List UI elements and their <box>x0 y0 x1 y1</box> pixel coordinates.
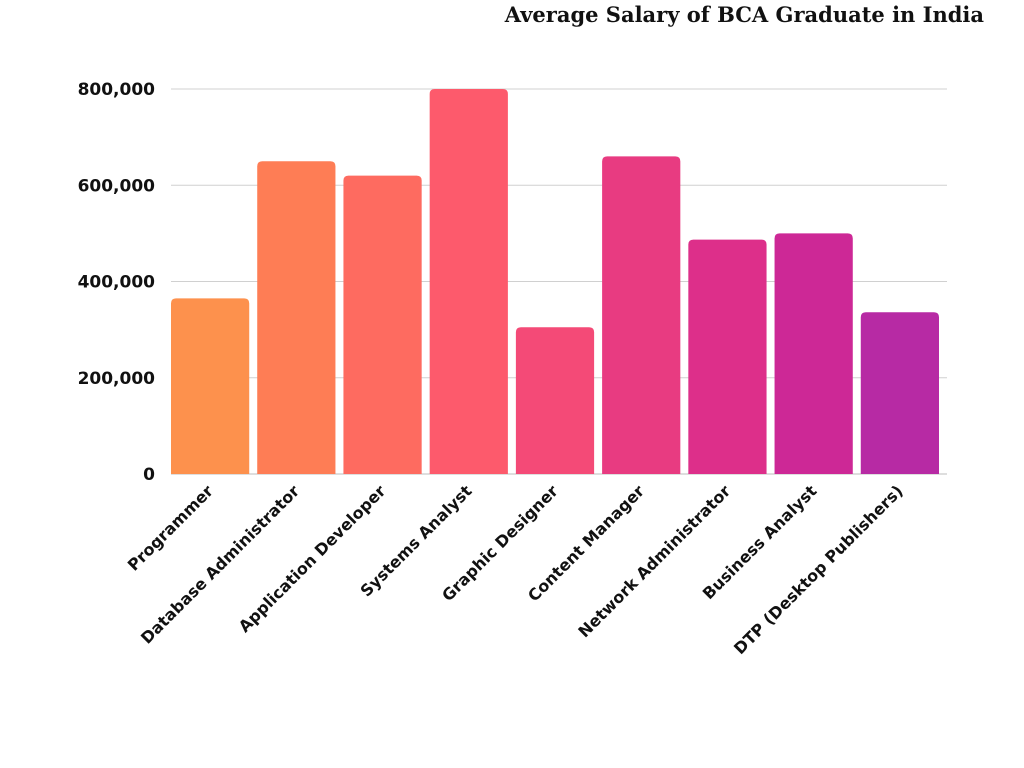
x-tick-label: Programmer <box>124 481 217 574</box>
bar <box>602 156 681 474</box>
bar <box>429 89 508 474</box>
y-tick-label: 600,000 <box>78 176 156 196</box>
chart-title: Average Salary of BCA Graduate in India <box>504 2 984 27</box>
bar <box>774 233 853 474</box>
bar <box>257 161 336 474</box>
y-tick-label: 400,000 <box>78 273 156 293</box>
y-tick-label: 0 <box>143 465 155 485</box>
x-tick-label: Network Administrator <box>574 481 734 641</box>
x-tick-label: Application Developer <box>235 481 390 636</box>
bars <box>171 89 939 474</box>
bar <box>515 327 595 474</box>
x-tick-label: DTP (Desktop Publishers) <box>730 481 907 658</box>
x-tick-label: Database Administrator <box>137 481 303 647</box>
bar <box>171 298 250 474</box>
bar <box>860 312 939 474</box>
bar <box>343 175 422 474</box>
bar <box>688 239 767 474</box>
y-axis-ticks: 0 200,000 400,000 600,000 800,000 <box>78 80 156 485</box>
y-tick-label: 200,000 <box>78 369 156 389</box>
y-tick-label: 800,000 <box>78 80 156 100</box>
